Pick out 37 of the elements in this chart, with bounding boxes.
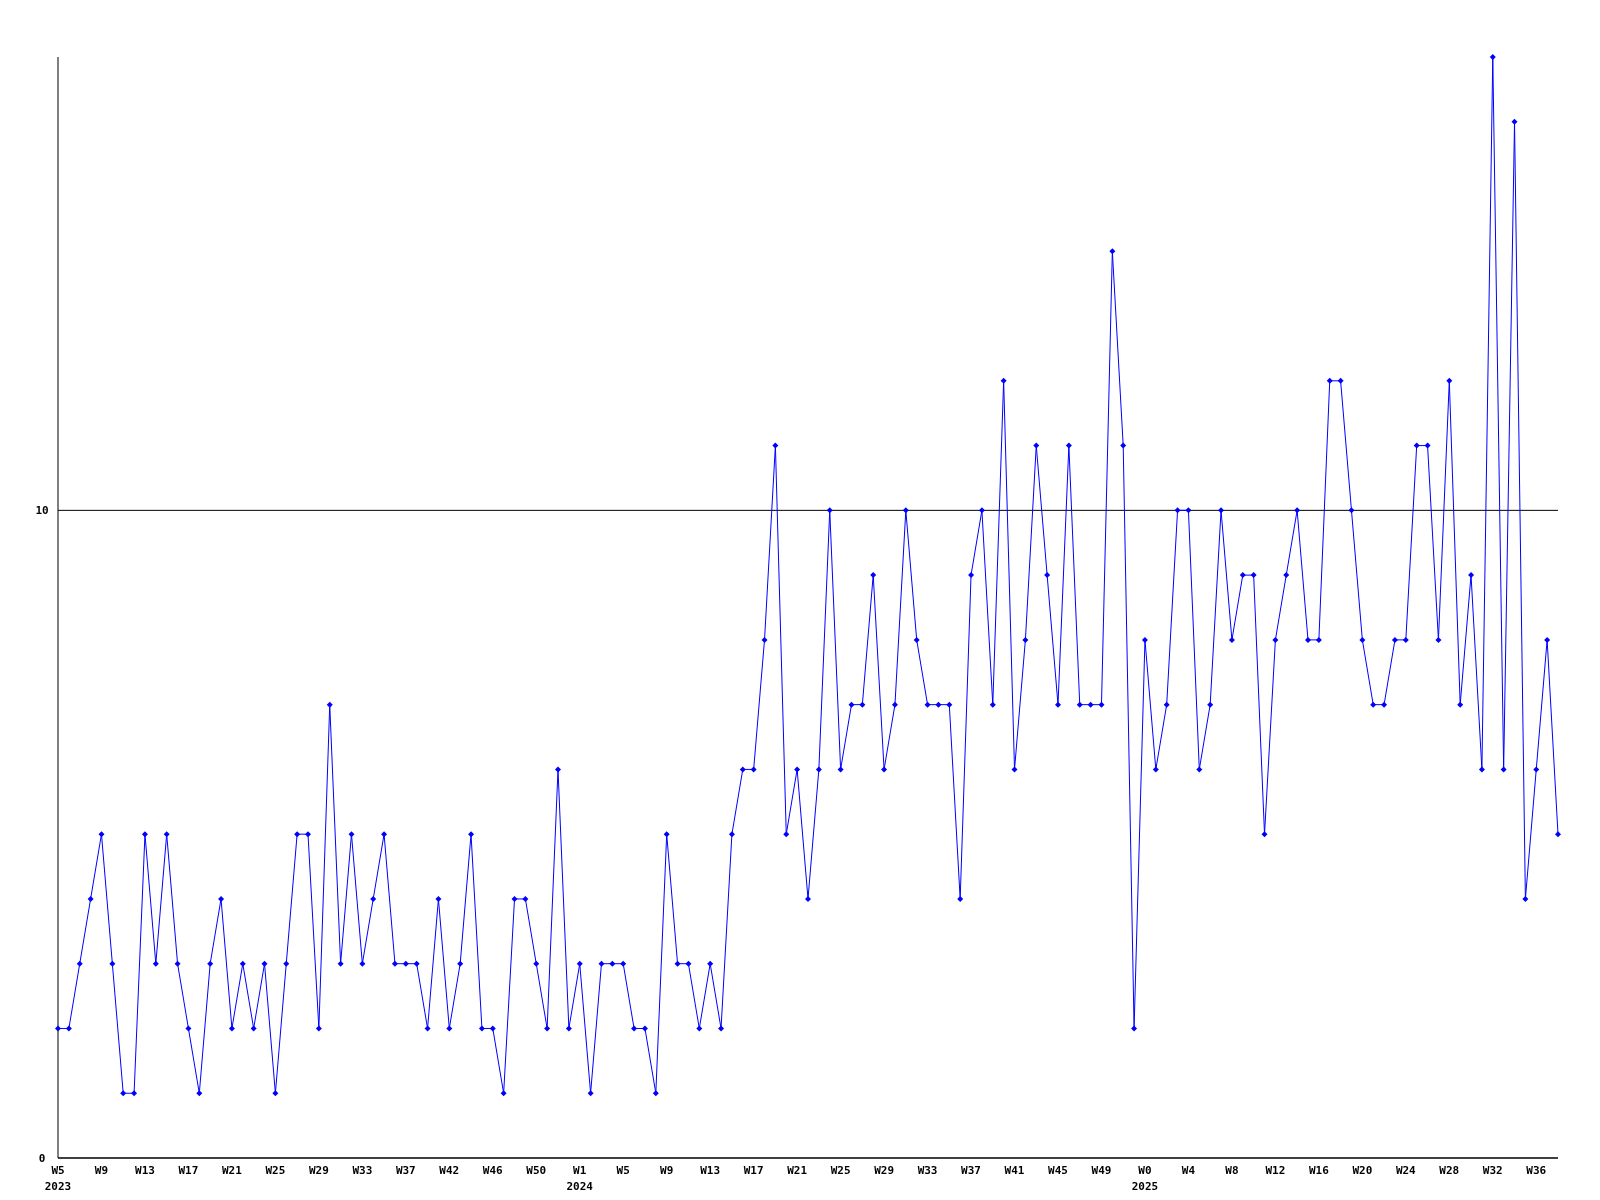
x-tick-label: W29 [308, 1164, 329, 1177]
x-tick-label: W37 [961, 1164, 981, 1177]
x-tick-label: W45 [1048, 1164, 1068, 1177]
x-tick-label: W20 [1352, 1164, 1373, 1177]
y-tick-label: 0 [38, 1152, 46, 1165]
x-tick-label: W0 2025 [1131, 1164, 1159, 1193]
x-tick-label: W41 [1004, 1164, 1025, 1177]
x-tick-label: W46 [482, 1164, 504, 1177]
x-tick-label: W42 [439, 1164, 460, 1177]
x-tick-label: W28 [1439, 1164, 1460, 1177]
x-tick-label: W16 [1308, 1164, 1330, 1177]
x-tick-label: W1 2024 [566, 1164, 594, 1193]
x-tick-label: W21 [787, 1164, 808, 1177]
y-tick-label: 10 [35, 504, 49, 518]
x-tick-label: W49 [1091, 1164, 1112, 1177]
x-tick-label: W25 [830, 1164, 851, 1177]
x-tick-label: W5 [616, 1164, 630, 1177]
x-tick-label: W25 [265, 1164, 286, 1177]
x-tick-label: W32 [1482, 1164, 1503, 1177]
x-tick-label: W29 [874, 1164, 895, 1177]
x-tick-label: W9 [660, 1164, 674, 1177]
x-tick-label: W5 2023 [44, 1164, 72, 1193]
x-tick-label: W13 [135, 1164, 155, 1177]
x-tick-label: W33 [917, 1164, 938, 1177]
x-tick-label: W36 [1526, 1164, 1547, 1177]
x-tick-label: W50 [526, 1164, 547, 1177]
x-tick-label: W8 [1225, 1164, 1239, 1177]
x-tick-label: W4 [1181, 1164, 1196, 1177]
x-tick-label: W33 [352, 1164, 373, 1177]
x-tick-label: W12 [1265, 1164, 1286, 1177]
x-tick-label: W17 [743, 1164, 764, 1177]
x-tick-label: W24 [1395, 1164, 1417, 1177]
x-tick-label: W9 [94, 1164, 109, 1177]
x-tick-label: W17 [178, 1164, 199, 1177]
x-tick-label: W21 [221, 1164, 243, 1177]
x-tick-label: W37 [395, 1164, 416, 1177]
x-tick-label: W13 [700, 1164, 721, 1177]
